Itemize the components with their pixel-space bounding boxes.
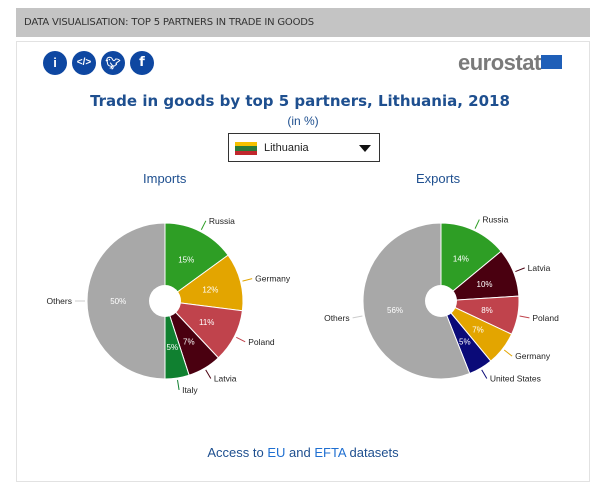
footer-links: Access to EU and EFTA datasets [0,445,600,460]
imports-title: Imports [143,171,187,186]
slice-value-label: 8% [481,306,493,315]
eurostat-logo[interactable]: eurostat [458,50,541,75]
exports-title: Exports [416,171,461,186]
slice-value-label: 7% [472,326,484,335]
country-select[interactable]: Lithuania [228,133,380,162]
chart-title: Trade in goods by top 5 partners, Lithua… [90,92,510,110]
pie-slice-russia[interactable] [440,222,502,303]
slice-category-label: Germany [515,351,551,361]
slice-category-label: Poland [532,313,559,323]
footer-text: and [289,445,311,460]
leader-line [519,315,530,319]
leader-line [352,315,363,319]
leader-line [503,349,513,357]
slice-category-label: Italy [182,385,198,395]
donut-hole [425,285,457,317]
slice-value-label: 50% [110,297,126,306]
leader-line [474,219,480,229]
leader-line [242,278,253,282]
slice-value-label: 5% [459,337,471,346]
footer-text: datasets [349,445,399,460]
visualisation-panel [16,41,590,482]
slice-value-label: 56% [387,306,403,315]
country-select-value: Lithuania [264,142,309,154]
slice-category-label: United States [490,373,541,383]
facebook-icon[interactable]: f [130,51,154,75]
slice-category-label: Others [46,296,72,306]
slice-value-label: 12% [202,285,218,294]
pie-slice-others[interactable] [362,222,471,380]
leader-line [177,379,180,390]
eu-flag-icon [541,55,562,69]
slice-category-label: Others [324,313,350,323]
leader-line [236,336,246,343]
embed-code-icon[interactable]: </> [72,51,96,75]
slice-category-label: Russia [482,215,508,225]
pie-slice-others[interactable] [86,222,166,380]
chevron-down-icon [359,145,371,152]
slice-value-label: 15% [178,255,194,264]
slice-value-label: 14% [453,255,469,264]
slice-category-label: Latvia [528,263,551,273]
slice-category-label: Germany [255,274,291,284]
leader-line [515,267,525,273]
slice-value-label: 11% [199,318,214,327]
efta-datasets-link[interactable]: EFTA [314,445,346,460]
footer-text: Access to [207,445,264,460]
info-icon[interactable]: i [43,51,67,75]
pie-slice-russia[interactable] [164,222,229,302]
twitter-icon[interactable]: 🐦︎ [101,51,125,75]
leader-line [205,369,212,379]
slice-category-label: Poland [248,337,275,347]
slice-category-label: Russia [209,216,235,226]
section-header: DATA VISUALISATION: TOP 5 PARTNERS IN TR… [16,8,590,37]
lithuania-flag-icon [235,142,257,155]
leader-line [200,220,207,230]
slice-value-label: 5% [167,343,179,352]
slice-category-label: Latvia [214,373,237,383]
chart-subtitle: (in %) [287,114,319,128]
eu-datasets-link[interactable]: EU [267,445,286,460]
slice-value-label: 10% [477,280,493,289]
leader-line [481,369,488,379]
slice-value-label: 7% [183,337,195,346]
donut-hole [149,285,181,317]
